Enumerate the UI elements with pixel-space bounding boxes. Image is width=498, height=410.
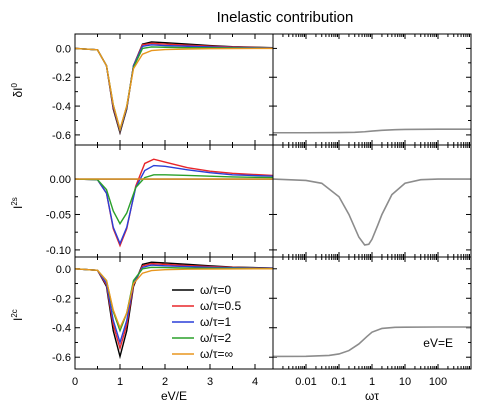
series-line-right [273,128,471,134]
y-tick-label: -0.4 [52,101,71,113]
series-line-left [75,158,273,248]
y-tick-label: -0.4 [52,323,71,335]
x-tick-label-log: 0.1 [331,376,346,388]
y-axis-label: δI0 [10,82,25,97]
series-line-left [75,266,273,333]
y-tick-label: -0.6 [52,352,71,364]
series-line-left [75,261,273,360]
y-tick-label: -0.6 [52,130,71,142]
series-line-left [75,46,273,133]
y-tick-label: 0.00 [50,174,71,186]
x-tick-label-log: 1 [369,376,375,388]
legend-label: ω/τ=2 [200,331,231,345]
y-axis-label: I2c [10,309,25,321]
y-tick-label: 0.0 [56,43,71,55]
series-line-left [75,47,273,132]
panel-frame-left [74,256,274,370]
series-line-left [75,41,273,136]
x-tick-label: 4 [252,376,258,388]
x-tick-label: 3 [207,376,213,388]
series-line-right [273,178,471,246]
y-tick-label: -0.10 [46,245,71,257]
x-axis-label-right: ωτ [365,389,379,403]
y-axis-label-base: δI [11,87,25,97]
series-line-left [75,44,273,134]
panel-frame-left [74,144,274,258]
x-tick-label-log: 0.01 [295,376,316,388]
x-tick-label-log: 100 [429,376,447,388]
x-tick-label-log: 10 [399,376,411,388]
y-axis-label-base: I [11,318,25,321]
x-tick-label: 1 [117,376,123,388]
panel-frame-left [74,33,274,146]
series-line-left [75,264,273,345]
y-tick-label: -0.05 [46,209,71,221]
panel-annotation: eV=E [423,336,453,350]
y-axis-label-superscript: 2c [10,309,19,317]
legend-label: ω/τ=∞ [200,347,233,361]
x-axis-label-left: eV/E [161,389,187,403]
chart-title: Inelastic contribution [217,9,354,26]
series-line-right [273,326,471,358]
y-tick-label: 0.0 [56,264,71,276]
x-tick-label: 2 [162,376,168,388]
legend-label: ω/τ=0.5 [200,299,241,313]
series-line-left [75,268,273,330]
y-axis-label-base: I [11,206,25,209]
series-line-left [75,42,273,134]
series-line-left [75,174,273,226]
y-tick-label: -0.2 [52,293,71,305]
y-axis-label-superscript: 0 [10,82,19,87]
x-tick-label: 0 [72,376,78,388]
panel-frame-right [272,256,472,370]
legend-label: ω/τ=1 [200,315,231,329]
y-axis-label: I2s [10,197,25,209]
legend-label: ω/τ=0 [200,283,231,297]
y-axis-label-superscript: 2s [10,197,19,205]
y-tick-label: -0.2 [52,72,71,84]
plot-area: 0.0-0.2-0.4-0.6δI00.00-0.05-0.10I2s0.0-0… [10,33,472,403]
